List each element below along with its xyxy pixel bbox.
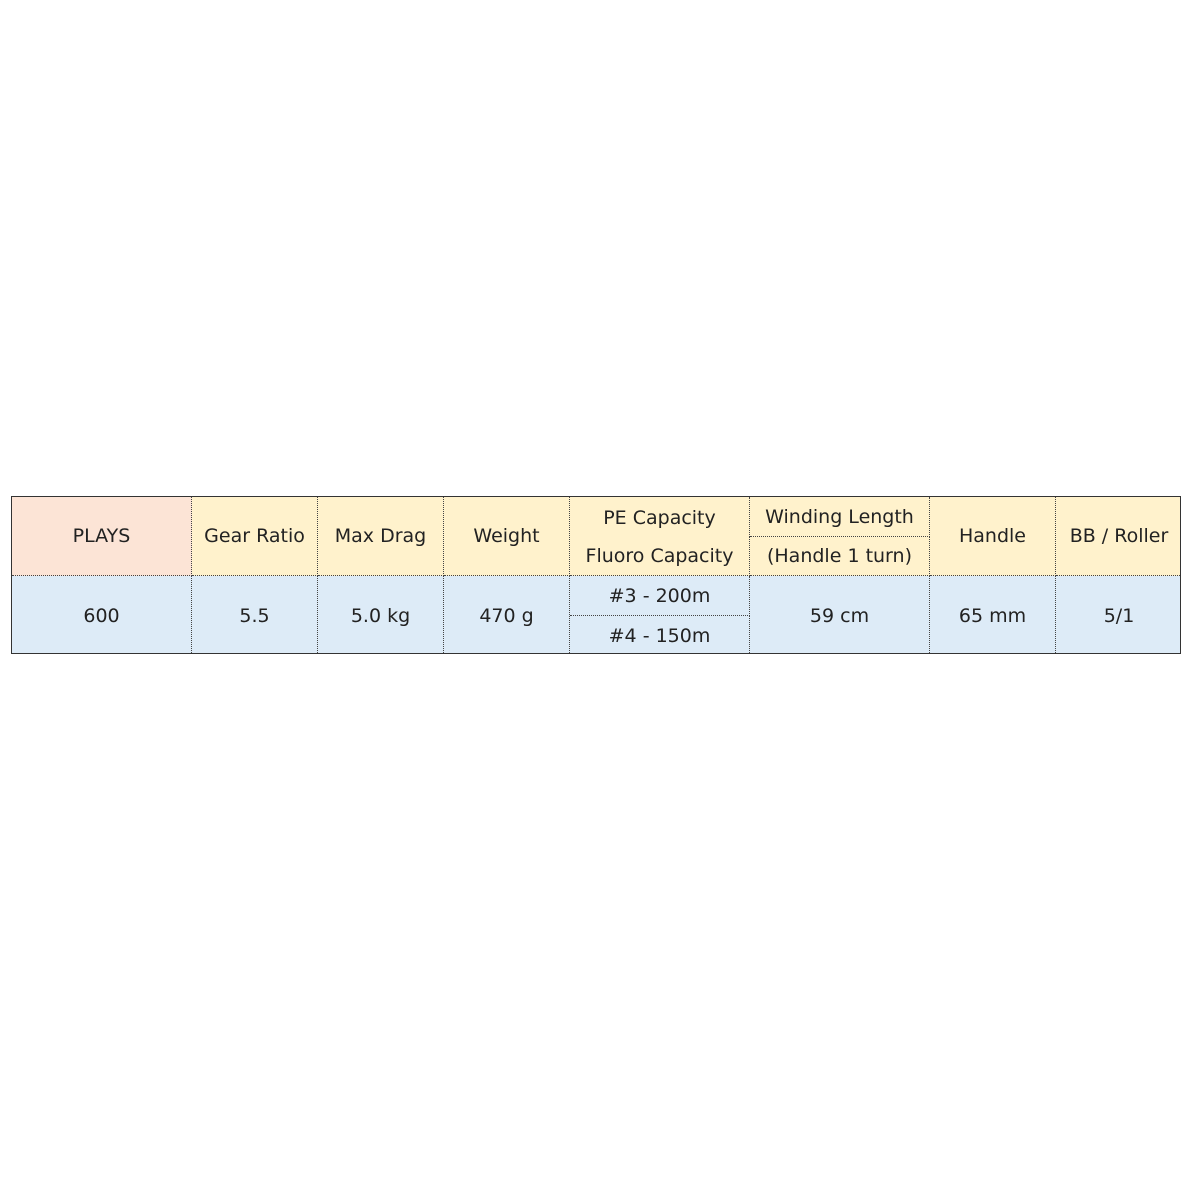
cell-bb-roller: 5/1 <box>1056 576 1180 653</box>
header-gear-ratio: Gear Ratio <box>192 497 318 576</box>
header-bb-roller: BB / Roller <box>1056 497 1180 576</box>
header-weight: Weight <box>444 497 570 576</box>
cell-gear-ratio: 5.5 <box>192 576 318 653</box>
cell-weight: 470 g <box>444 576 570 653</box>
cell-max-drag: 5.0 kg <box>318 576 444 653</box>
header-winding-length-note: (Handle 1 turn) <box>750 537 930 576</box>
header-fluoro-capacity: Fluoro Capacity <box>570 537 750 576</box>
spec-table: PLAYS Gear Ratio Max Drag Weight PE Capa… <box>11 496 1181 654</box>
cell-pe-capacity: #3 - 200m <box>570 576 750 616</box>
cell-fluoro-capacity: #4 - 150m <box>570 616 750 653</box>
cell-handle: 65 mm <box>930 576 1056 653</box>
header-model: PLAYS <box>12 497 192 576</box>
header-pe-capacity: PE Capacity <box>570 497 750 537</box>
cell-model: 600 <box>12 576 192 653</box>
cell-winding-length: 59 cm <box>750 576 930 653</box>
header-winding-length: Winding Length <box>750 497 930 537</box>
header-handle: Handle <box>930 497 1056 576</box>
header-max-drag: Max Drag <box>318 497 444 576</box>
